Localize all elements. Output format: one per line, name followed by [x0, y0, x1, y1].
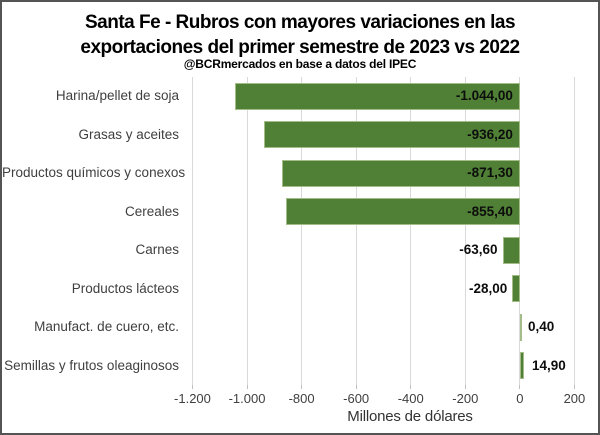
- gridline: [246, 77, 248, 385]
- bar-4: [286, 198, 520, 226]
- x-tick-label: -400: [397, 391, 424, 406]
- axis-tick-mark: [464, 385, 466, 389]
- bar-1: [235, 82, 520, 110]
- plot-area: -1.044,00 -936,20 -871,30 -855,40 -63,60 -28,…: [187, 77, 584, 389]
- chart-title: Santa Fe - Rubros con mayores variacione…: [2, 10, 598, 60]
- axis-tick-mark: [573, 385, 575, 389]
- x-tick-label: 200: [563, 391, 586, 406]
- axis-tick-mark: [410, 385, 412, 389]
- category-label: Productos químicos y conexos: [2, 165, 186, 180]
- bar-2: [264, 121, 520, 149]
- data-label: -936,20: [467, 126, 513, 142]
- gridline: [410, 77, 412, 385]
- data-label: -28,00: [468, 280, 508, 296]
- axis-tick-mark: [519, 385, 521, 389]
- x-axis-title: Millones de dólares: [347, 408, 473, 425]
- chart-title-line1: Santa Fe - Rubros con mayores variacione…: [84, 12, 516, 33]
- axis-tick-mark: [355, 385, 357, 389]
- gridline: [464, 77, 466, 385]
- gridline: [573, 77, 575, 385]
- gridline: [519, 77, 521, 385]
- chart-subtitle: @BCRmercados en base a datos del IPEC: [183, 57, 417, 71]
- axis-tick-mark: [246, 385, 248, 389]
- bar-7: [519, 313, 522, 341]
- x-tick-label: -200: [452, 391, 479, 406]
- x-tick-label: -1.200: [174, 391, 211, 406]
- x-tick-label: -1.000: [228, 391, 266, 406]
- data-label: -855,40: [467, 203, 513, 219]
- bar-6: [512, 275, 520, 303]
- axis-tick-mark: [191, 385, 193, 389]
- chart-title-line2: exportaciones del primer semestre de 202…: [80, 37, 520, 58]
- axis-tick-mark: [301, 385, 303, 389]
- bar-8: [519, 352, 524, 380]
- data-label: 0,40: [527, 319, 555, 334]
- gridline: [301, 77, 303, 385]
- category-label: Productos lácteos: [71, 280, 179, 296]
- gridline: [355, 77, 357, 385]
- data-label: 14,90: [531, 357, 566, 373]
- category-label: Carnes: [135, 242, 179, 257]
- bar-5: [502, 236, 520, 264]
- category-label: Semillas y frutos oleaginosos: [4, 357, 179, 373]
- category-axis: Harina/pellet de soja Grasas y aceites Pro…: [2, 77, 186, 385]
- category-label: Harina/pellet de soja: [55, 88, 179, 103]
- x-axis-ticks: -1.200 -1.000 -800 -600 -400 -200 0 200: [174, 391, 585, 409]
- category-label: Cereales: [124, 203, 179, 219]
- category-label: Grasas y aceites: [78, 126, 179, 142]
- gridline: [191, 77, 193, 385]
- data-label: -1.044,00: [455, 88, 513, 103]
- x-tick-label: -600: [343, 391, 370, 406]
- bar-3: [282, 159, 520, 187]
- x-tick-label: 0: [516, 391, 524, 406]
- x-tick-label: -800: [288, 391, 315, 406]
- data-label: -63,60: [459, 242, 498, 257]
- category-label: Manufact. de cuero, etc.: [34, 319, 179, 334]
- data-label: -871,30: [467, 165, 513, 180]
